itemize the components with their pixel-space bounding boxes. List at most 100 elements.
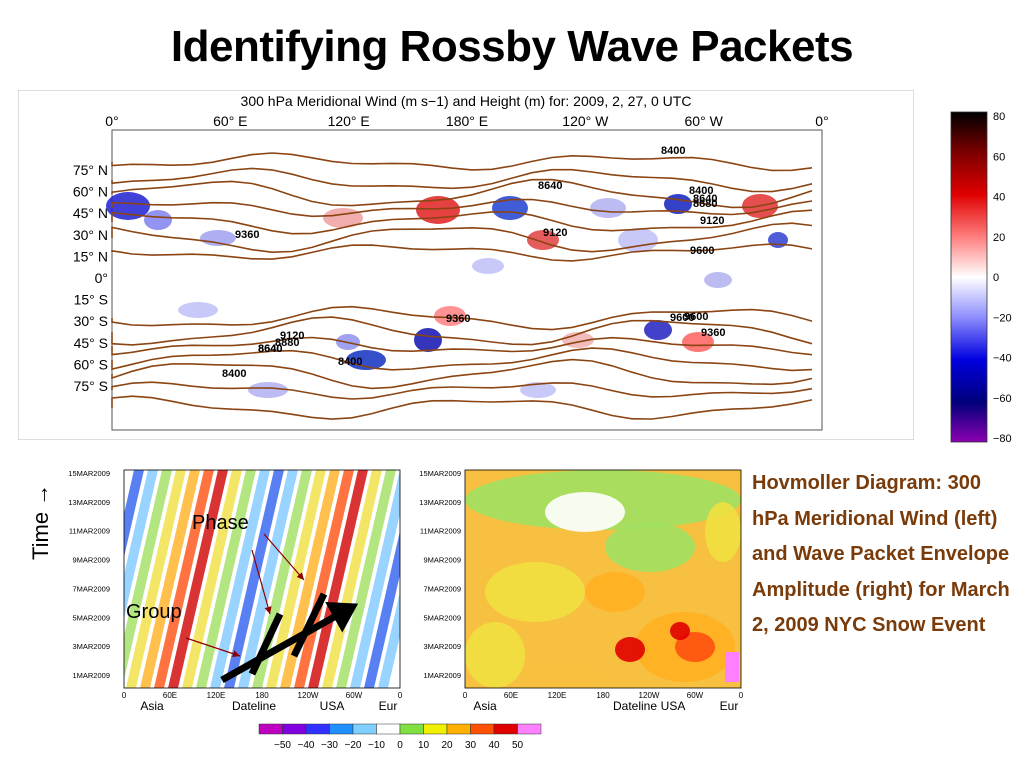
contour-label: 8880 [275, 337, 299, 349]
hovmoller-x-tick: 120E [207, 691, 226, 700]
height-contour [111, 178, 813, 209]
height-contour [111, 167, 813, 193]
wind-band [112, 470, 172, 688]
hovmoller-x-tick: 60E [163, 691, 177, 700]
colorbar-tick: −40 [993, 353, 1012, 365]
map-x-tick: 180° E [446, 113, 488, 129]
wind-anomaly-blob [644, 320, 672, 340]
envelope-patch [670, 622, 690, 640]
colorbar-swatch [352, 723, 377, 735]
colorbar-tick: −30 [321, 740, 338, 751]
hovmoller-wind-panel: 300 hPa v (30−60N ave) fcst from Feb2/12… [84, 450, 438, 714]
colorbar-tick: 10 [418, 740, 430, 751]
contour-label: 9360 [701, 327, 725, 339]
colorbar-tick: −50 [274, 740, 291, 751]
map-x-tick: 0° [105, 113, 118, 129]
map-y-tick: 30° S [74, 313, 108, 329]
height-contour [111, 305, 813, 331]
colorbar-tick: 0 [993, 272, 999, 284]
wind-band [126, 470, 186, 688]
hovmoller-date-tick: 5MAR2009 [423, 613, 461, 622]
hovmoller-date-tick: 1MAR2009 [423, 671, 461, 680]
contour-label: 8640 [538, 180, 562, 192]
colorbar-tick: 30 [465, 740, 477, 751]
hovmoller-x-tick: 0 [463, 691, 468, 700]
hovmoller-date-tick: 13MAR2009 [419, 498, 461, 507]
phase-annotation: Phase [192, 512, 249, 534]
hovmoller-x-tick: 60W [687, 691, 704, 700]
slide-title: Identifying Rossby Wave Packets [170, 22, 854, 71]
hovmoller-region-label: Asia [140, 699, 164, 713]
wind-anomaly-blob [768, 232, 788, 248]
colorbar-swatch [399, 723, 424, 735]
colorbar-swatch [282, 723, 307, 735]
phase-line-2 [290, 592, 328, 658]
wind-anomaly-blob [178, 302, 218, 318]
map-y-tick: 75° S [74, 378, 108, 394]
group-annotation: Group [126, 601, 182, 623]
colorbar-swatch [470, 723, 495, 735]
hovmoller-region-label: Eur [379, 699, 398, 713]
hovmoller-x-tick: 120W [298, 691, 319, 700]
hovmoller-x-tick: 0 [122, 691, 127, 700]
envelope-patch [615, 637, 645, 662]
hovmoller-x-tick: 180 [255, 691, 269, 700]
wind-anomaly-blob [248, 382, 288, 398]
contour-label: 9600 [690, 245, 714, 257]
contour-label: 9120 [280, 330, 304, 342]
wind-band [210, 470, 270, 688]
map-x-tick: 60° W [685, 113, 724, 129]
map-y-tick: 30° N [73, 227, 108, 243]
colorbar-swatch [493, 723, 518, 735]
colorbar-swatch [258, 723, 283, 735]
height-contour [111, 395, 813, 420]
colorbar-tick: −40 [298, 740, 315, 751]
time-axis-label: Time → [28, 483, 53, 560]
hovmoller-x-tick: 180 [596, 691, 610, 700]
contour-label: 8640 [258, 343, 282, 355]
map-y-tick: 0° [95, 270, 108, 286]
colorbar-swatch [329, 723, 354, 735]
wind-anomaly-blob [144, 210, 172, 230]
contour-label: 8640 [693, 193, 717, 205]
wind-band [196, 470, 256, 688]
colorbar-tick: −80 [993, 433, 1012, 445]
wind-band [322, 470, 382, 688]
slide-caption: Hovmoller Diagram: 300 hPa Meridional Wi… [752, 472, 1010, 636]
map-frame [111, 129, 823, 431]
height-contour [111, 336, 813, 356]
hovmoller-envelope-panel: 300 hPa env (30−60N ave) fcst from Feb2/… [405, 450, 750, 714]
map-y-tick: 45° S [74, 335, 108, 351]
hovmoller-x-tick: 60W [346, 691, 363, 700]
map-x-tick: 120° E [328, 113, 370, 129]
envelope-patch [605, 522, 695, 572]
envelope-patch [465, 622, 525, 688]
envelope-patch [545, 492, 625, 532]
contour-label: 8640 [258, 343, 282, 355]
wind-band [140, 470, 200, 688]
hovmoller-x-tick: 120W [639, 691, 660, 700]
colorbar-tick: 20 [993, 232, 1005, 244]
map-y-tick: 45° N [73, 205, 108, 221]
wind-anomaly-blob [414, 328, 442, 352]
hovmoller-date-tick: 5MAR2009 [72, 613, 110, 622]
wind-band [154, 470, 214, 688]
envelope-patch [525, 662, 605, 688]
phase-line-1 [248, 612, 284, 676]
colorbar-tick: 20 [441, 740, 453, 751]
wind-anomaly-blob [472, 258, 504, 274]
hovmoller-x-tick: 0 [739, 691, 744, 700]
height-contour [111, 316, 813, 346]
map-y-tick: 75° N [73, 162, 108, 178]
envelope-patch [675, 632, 715, 662]
colorbar-tick: −60 [993, 393, 1012, 405]
hovmoller-date-tick: 7MAR2009 [72, 584, 110, 593]
hovmoller-region-label: USA [320, 699, 345, 713]
hovmoller-date-tick: 15MAR2009 [68, 469, 110, 478]
colorbar-tick: −20 [345, 740, 362, 751]
wind-anomaly-blob [590, 198, 626, 218]
height-contour [111, 358, 813, 390]
colorbar-tick: 40 [993, 192, 1005, 204]
envelope-patch [585, 572, 645, 612]
colorbar-swatch [376, 723, 401, 735]
